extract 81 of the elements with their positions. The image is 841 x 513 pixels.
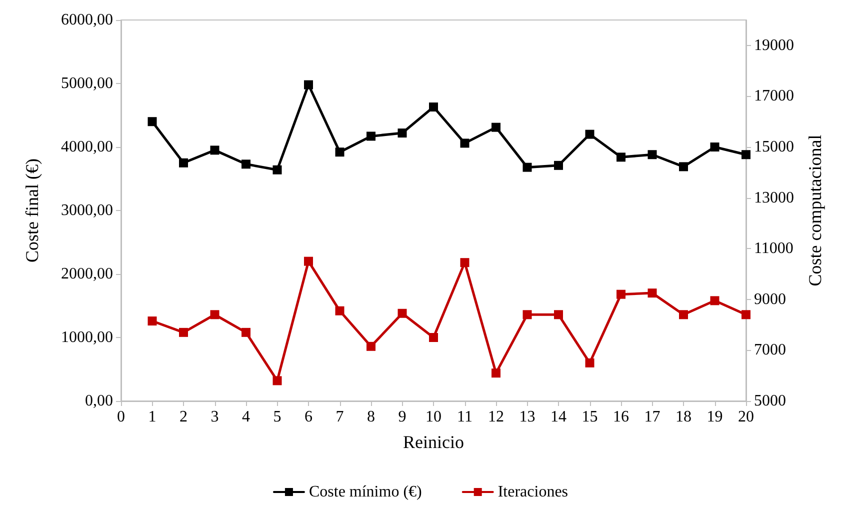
point — [679, 162, 688, 172]
point — [210, 310, 220, 320]
point — [554, 310, 563, 320]
y2-tick-label: 15000 — [754, 138, 794, 156]
y-tick-label: 0,00 — [85, 392, 113, 410]
y-tick-label: 3000,00 — [61, 202, 113, 219]
point — [398, 128, 407, 138]
x-tick-label: 6 — [304, 408, 312, 426]
point — [398, 308, 407, 318]
y-tick-label: 5000,00 — [61, 75, 113, 92]
point — [616, 152, 626, 162]
point — [616, 290, 626, 299]
y2-tick-label: 5000 — [754, 392, 786, 410]
point — [742, 150, 750, 160]
point — [710, 142, 720, 152]
x-tick-label: 0 — [117, 408, 125, 426]
point — [585, 358, 594, 368]
point — [679, 310, 688, 320]
point — [272, 376, 282, 386]
point — [710, 296, 720, 306]
point — [148, 117, 157, 126]
point — [272, 165, 282, 174]
x-tick-label: 5 — [273, 408, 282, 426]
x-tick-label: 2 — [180, 408, 188, 426]
y-tick-label: 6000,00 — [61, 12, 113, 28]
x-tick-label: 14 — [550, 408, 566, 426]
point — [148, 316, 157, 326]
point — [304, 256, 313, 266]
x-tick-label: 18 — [676, 408, 692, 426]
legend-label: Iteraciones — [498, 484, 568, 500]
point — [335, 148, 344, 157]
y2-tick-label: 11000 — [754, 240, 794, 258]
x-tick-label: 1 — [148, 408, 156, 426]
x-tick-label: 11 — [457, 408, 472, 426]
point — [522, 162, 532, 172]
point — [429, 333, 438, 342]
point — [179, 158, 188, 168]
point — [304, 80, 313, 90]
y-tick-label: 4000,00 — [61, 138, 113, 156]
x-axis-title: Reinicio — [403, 432, 464, 452]
x-tick-label: 20 — [738, 408, 754, 426]
point — [366, 342, 376, 351]
point — [460, 138, 470, 148]
x-tick-label: 19 — [706, 408, 723, 426]
y-axis-title: Coste final (€) — [22, 158, 42, 262]
point — [492, 368, 500, 378]
y2-tick-label: 13000 — [754, 189, 794, 206]
point — [429, 102, 438, 112]
point — [648, 150, 657, 160]
point — [648, 288, 657, 298]
x-tick-label: 8 — [367, 408, 375, 426]
y-tick-label: 1000,00 — [61, 329, 113, 346]
x-tick-label: 4 — [242, 408, 250, 426]
point — [179, 328, 188, 337]
y2-tick-label: 7000 — [754, 342, 786, 359]
point — [335, 306, 344, 316]
point — [522, 310, 532, 320]
y2-tick-label: 17000 — [754, 88, 794, 105]
point — [242, 160, 250, 169]
x-tick-label: 12 — [488, 408, 504, 426]
y2-tick-label: 19000 — [754, 36, 794, 54]
point — [210, 146, 220, 155]
point — [585, 130, 594, 139]
x-tick-label: 15 — [582, 408, 598, 426]
x-tick-label: 9 — [398, 408, 406, 426]
x-tick-label: 16 — [613, 408, 629, 426]
x-tick-label: 17 — [644, 408, 660, 426]
point — [554, 160, 563, 170]
point — [492, 122, 500, 132]
point — [742, 310, 750, 320]
x-tick-label: 10 — [426, 408, 442, 426]
y2-tick-label: 9000 — [754, 290, 786, 308]
x-tick-label: 3 — [210, 408, 219, 426]
point — [366, 132, 376, 141]
legend-label: Coste mínimo (€) — [308, 484, 422, 500]
x-tick-label: 13 — [519, 408, 536, 426]
y-tick-label: 2000,00 — [61, 266, 113, 282]
y2-axis-title: Coste computacional — [805, 134, 825, 286]
x-tick-label: 7 — [336, 408, 344, 426]
point — [242, 328, 250, 337]
point — [460, 258, 470, 268]
